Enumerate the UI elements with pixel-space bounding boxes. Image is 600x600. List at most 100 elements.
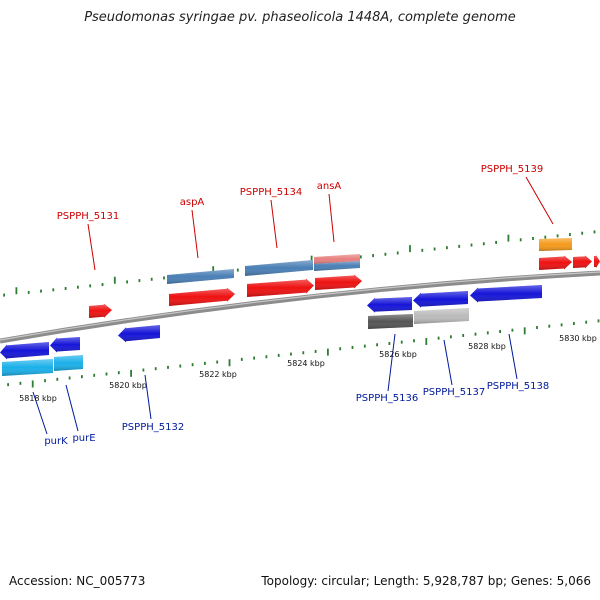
minor-tick <box>474 332 477 336</box>
minor-tick <box>499 330 501 333</box>
minor-tick <box>150 277 153 281</box>
minor-tick <box>372 254 374 258</box>
scale-tick-label: 5820 kbp <box>109 381 147 390</box>
minor-tick <box>581 231 584 235</box>
accession-label: Accession: NC_005773 <box>9 574 146 588</box>
minor-tick <box>519 238 522 242</box>
minor-tick <box>163 276 165 280</box>
label-leader-line <box>270 199 278 249</box>
label-leader-line <box>65 384 79 432</box>
label-leader-line <box>191 209 199 259</box>
minor-tick <box>68 376 71 380</box>
gene-label[interactable]: PSPPH_5139 <box>481 164 543 175</box>
gene-label[interactable]: purK <box>44 436 68 447</box>
gene-labels[interactable]: PSPPH_5131 aspA PSPPH_5134 ansA PSPPH_5139pu… <box>44 164 549 447</box>
gene-ansA-bottom-shading <box>314 261 360 271</box>
gene-label[interactable]: purE <box>72 433 95 444</box>
minor-tick <box>44 379 46 383</box>
minor-tick <box>117 371 120 375</box>
major-tick <box>15 287 18 295</box>
scale-tick-label: 5826 kbp <box>379 350 417 359</box>
major-tick <box>310 255 313 263</box>
scale-tick-label: 5828 kbp <box>468 342 506 351</box>
minor-tick <box>486 331 489 335</box>
minor-tick <box>77 285 79 289</box>
minor-tick <box>421 248 424 252</box>
label-leader-line <box>328 193 335 243</box>
minor-tick <box>277 353 280 357</box>
minor-tick <box>204 361 206 365</box>
minor-tick <box>556 234 559 238</box>
gene-label[interactable]: ansA <box>317 181 342 192</box>
minor-tick <box>396 251 399 255</box>
minor-tick <box>400 340 403 344</box>
minor-tick <box>101 283 104 287</box>
minor-tick <box>105 372 108 376</box>
label-leader-line <box>144 374 152 420</box>
cds-PSPPH_5138-shading <box>470 285 542 303</box>
scale-tick-label: 5824 kbp <box>287 359 325 368</box>
minor-tick <box>413 339 415 343</box>
gene-purK-shading <box>2 359 53 376</box>
major-tick <box>113 276 116 284</box>
gene-label[interactable]: PSPPH_5131 <box>57 211 119 222</box>
major-tick <box>409 245 411 253</box>
reverse-tick-marks <box>7 319 600 388</box>
gene-label[interactable]: PSPPH_5138 <box>487 381 549 392</box>
minor-tick <box>585 320 588 324</box>
gene-features[interactable] <box>0 238 600 376</box>
minor-tick <box>569 233 571 237</box>
minor-tick <box>536 326 538 330</box>
minor-tick <box>154 367 157 371</box>
cds-PSPPH_5139-shading <box>539 255 572 270</box>
label-leader-line <box>32 391 48 435</box>
major-tick <box>523 327 526 335</box>
cds-purE-shading <box>50 337 80 353</box>
major-tick <box>212 266 215 274</box>
minor-tick <box>191 363 194 367</box>
minor-tick <box>126 280 128 284</box>
minor-tick <box>236 268 239 272</box>
minor-tick <box>351 345 354 349</box>
gene-PSPPH_5139-shading <box>539 238 572 251</box>
minor-tick <box>597 319 600 323</box>
minor-tick <box>40 289 42 293</box>
gene-label[interactable]: PSPPH_5137 <box>423 387 485 398</box>
minor-tick <box>265 355 268 359</box>
minor-tick <box>359 255 362 259</box>
minor-tick <box>93 373 96 377</box>
minor-tick <box>290 352 292 356</box>
minor-tick <box>458 244 461 248</box>
gene-label[interactable]: PSPPH_5134 <box>240 187 302 198</box>
minor-tick <box>363 344 366 348</box>
cds-ansA-shading <box>315 274 362 290</box>
minor-tick <box>593 230 596 234</box>
minor-tick <box>216 360 219 364</box>
minor-tick <box>384 252 387 256</box>
cds-PSPPH_5134-shading <box>247 278 314 297</box>
minor-tick <box>89 284 92 288</box>
minor-tick <box>511 328 514 332</box>
minor-tick <box>446 246 448 250</box>
cds-PSPPH_5141-shading <box>594 255 600 268</box>
minor-tick <box>433 247 436 251</box>
gene-label[interactable]: aspA <box>180 197 205 208</box>
label-leader-line <box>387 333 396 392</box>
cds-PSPPH_5136-shading <box>367 297 412 313</box>
label-leader-line <box>443 339 453 386</box>
cds-PSPPH_5132-shading <box>118 325 160 343</box>
minor-tick <box>532 236 534 240</box>
gene-label[interactable]: PSPPH_5136 <box>356 393 418 404</box>
minor-tick <box>560 323 563 327</box>
map-title: Pseudomonas syringae pv. phaseolicola 14… <box>84 10 516 25</box>
label-leader-lines <box>32 176 554 435</box>
gene-ansA-top-shading <box>314 254 360 264</box>
major-tick <box>130 369 132 377</box>
scale-tick-label: 5830 kbp <box>559 334 597 343</box>
gene-label[interactable]: PSPPH_5132 <box>122 422 184 433</box>
major-tick <box>507 234 510 242</box>
major-tick <box>425 337 428 345</box>
minor-tick <box>376 343 378 347</box>
cds-PSPPH_5140-shading <box>573 255 592 269</box>
